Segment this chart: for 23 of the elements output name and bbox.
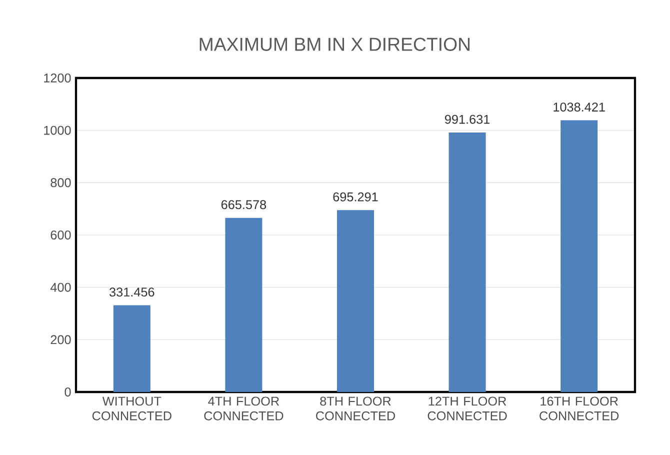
x-tick-label: 12TH FLOOR CONNECTED xyxy=(428,396,507,420)
bar xyxy=(448,132,486,392)
bar xyxy=(225,218,262,392)
chart-title: MAXIMUM BM IN X DIRECTION xyxy=(200,38,470,51)
bar xyxy=(113,305,150,392)
y-tick-label: 200 xyxy=(50,335,71,344)
y-tick-label: 1200 xyxy=(44,74,71,82)
x-tick-label: 8TH FLOOR CONNECTED xyxy=(316,396,396,420)
data-label: 695.291 xyxy=(333,192,378,202)
data-label: 991.631 xyxy=(444,114,490,124)
x-tick-label: 16TH FLOOR CONNECTED xyxy=(540,396,619,420)
x-tick-label: 4TH FLOOR CONNECTED xyxy=(204,396,284,420)
y-tick-label: 400 xyxy=(50,282,71,292)
y-tick-label: 0 xyxy=(64,388,71,396)
bar xyxy=(560,120,598,392)
y-tick-label: 600 xyxy=(50,230,71,240)
data-label: 665.578 xyxy=(221,200,266,210)
y-tick-label: 800 xyxy=(50,178,71,188)
x-tick-label: WITHOUT CONNECTED xyxy=(92,396,172,420)
data-label: 331.456 xyxy=(109,288,154,297)
bar xyxy=(337,210,374,392)
data-label: 1038.421 xyxy=(554,102,605,112)
y-tick-label: 1000 xyxy=(44,126,71,135)
